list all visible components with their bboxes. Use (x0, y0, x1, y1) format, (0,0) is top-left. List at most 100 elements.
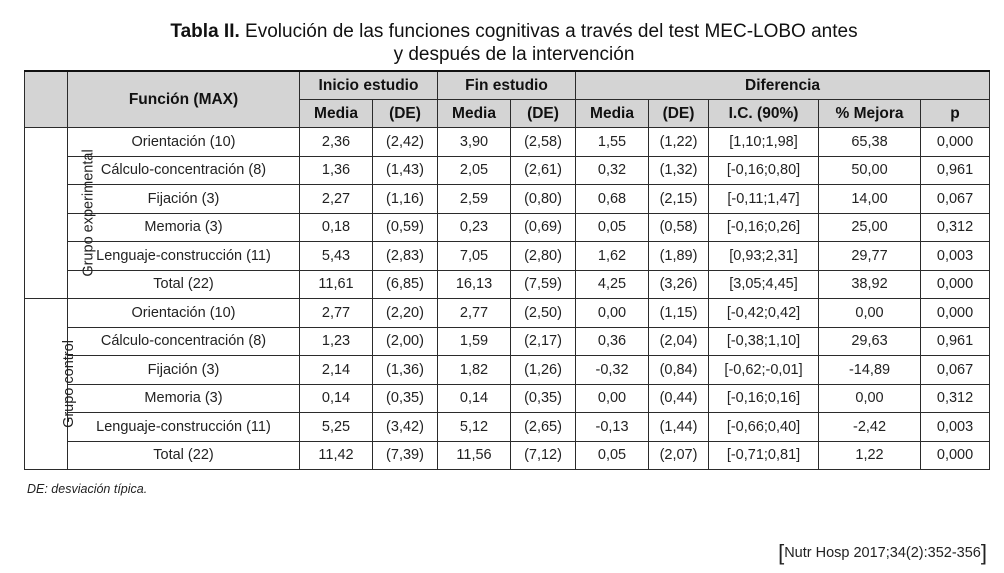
cell-mejora: 1,22 (818, 440, 922, 470)
cell-inicio-media: 11,61 (299, 269, 373, 299)
cell-fin-de: (2,80) (509, 241, 577, 271)
cell-mejora: 25,00 (818, 212, 922, 242)
cell-dif-media: 0,05 (575, 212, 650, 242)
cell-inicio-media: 5,25 (299, 412, 373, 442)
cell-fin-de: (2,50) (509, 298, 577, 328)
cell-dif-de: (1,15) (648, 298, 710, 328)
cell-dif-de: (2,07) (648, 440, 710, 470)
cell-fin-media: 0,14 (437, 383, 511, 413)
cell-dif-media: 4,25 (575, 269, 650, 299)
cell-mejora: 50,00 (818, 155, 922, 185)
cell-function: Orientación (10) (67, 127, 300, 157)
cell-dif-media: -0,13 (575, 412, 650, 442)
cell-dif-de: (2,15) (648, 184, 710, 214)
table-row: Cálculo-concentración (8) 1,36 (1,43) 2,05(… (25, 155, 991, 185)
cell-fin-media: 11,56 (437, 440, 511, 470)
cell-fin-de: (0,80) (509, 184, 577, 214)
subheader-inicio-de: (DE) (372, 99, 438, 128)
cell-ic: [-0,16;0,80] (708, 155, 820, 185)
cell-inicio-de: (2,83) (372, 241, 438, 271)
cell-function: Fijación (3) (67, 184, 300, 214)
cell-p: 0,000 (920, 440, 991, 470)
cell-fin-de: (7,12) (509, 440, 577, 470)
cell-inicio-media: 0,18 (299, 212, 373, 242)
cell-ic: [-0,62;-0,01] (708, 355, 820, 385)
table-row: Fijación (3) 2,14 (1,36) 1,82 (1,26) -0,32 (0,… (25, 355, 991, 385)
footnote: DE: desviación típica. (27, 482, 148, 496)
table-row: Cálculo-concentración (8) 1,23 (2,00) 1,59(… (25, 326, 991, 356)
cell-dif-de: (0,58) (648, 212, 710, 242)
cell-mejora: 65,38 (818, 127, 922, 157)
header-diferencia: Diferencia (575, 70, 991, 100)
cell-ic: [0,93;2,31] (708, 241, 820, 271)
table-body: Grupo experimental Orientación (10) 2,36 (2… (24, 127, 991, 470)
cell-inicio-media: 1,36 (299, 155, 373, 185)
table-row: Grupo control Orientación (10) 2,77 (2,20) 2… (24, 298, 991, 470)
cell-inicio-media: 2,36 (299, 127, 373, 157)
header-function: Función (MAX) (67, 70, 300, 128)
cell-ic: [1,10;1,98] (708, 127, 820, 157)
cell-function: Fijación (3) (67, 355, 300, 385)
group-label-cell: Grupo experimental (24, 127, 97, 299)
cell-mejora: 38,92 (818, 269, 922, 299)
citation-bracket-close: ] (980, 540, 987, 565)
cell-inicio-media: 0,14 (299, 383, 373, 413)
cell-fin-de: (2,65) (509, 412, 577, 442)
group-label: Grupo control (60, 340, 77, 428)
cell-inicio-de: (1,36) (372, 355, 438, 385)
cell-fin-de: (0,35) (509, 383, 577, 413)
cell-dif-media: 1,55 (575, 127, 650, 157)
cell-inicio-de: (0,35) (372, 383, 438, 413)
results-table: Función (MAX) Inicio estudio Fin estudio… (24, 70, 991, 470)
cell-fin-media: 2,05 (437, 155, 511, 185)
cell-ic: [-0,66;0,40] (708, 412, 820, 442)
header-row-1: Función (MAX) Inicio estudio Fin estudio… (24, 70, 991, 128)
cell-function: Total (22) (67, 269, 300, 299)
cell-fin-media: 0,23 (437, 212, 511, 242)
table-row: Lenguaje-construcción (11) 5,25 (3,42) 5,12… (25, 412, 991, 442)
cell-inicio-media: 2,77 (299, 298, 373, 328)
cell-ic: [3,05;4,45] (708, 269, 820, 299)
cell-function: Cálculo-concentración (8) (67, 155, 300, 185)
cell-dif-media: 0,32 (575, 155, 650, 185)
table-row: Memoria (3) 0,14 (0,35) 0,14 (0,35) 0,00 (0,44… (25, 383, 991, 413)
cell-p: 0,961 (920, 155, 991, 185)
cell-mejora: 0,00 (818, 383, 922, 413)
cell-mejora: 29,63 (818, 326, 922, 356)
cell-inicio-media: 5,43 (299, 241, 373, 271)
cell-p: 0,000 (920, 269, 991, 299)
table-container: Función (MAX) Inicio estudio Fin estudio… (24, 70, 991, 470)
table-header: Función (MAX) Inicio estudio Fin estudio… (24, 70, 991, 128)
cell-function: Cálculo-concentración (8) (67, 326, 300, 356)
table-row: Lenguaje-construcción (11) 5,43 (2,83) 7,05… (25, 241, 991, 271)
cell-dif-de: (1,32) (648, 155, 710, 185)
cell-dif-media: 0,05 (575, 440, 650, 470)
cell-fin-media: 16,13 (437, 269, 511, 299)
cell-p: 0,312 (920, 212, 991, 242)
cell-mejora: 0,00 (818, 298, 922, 328)
cell-function: Lenguaje-construcción (11) (67, 241, 300, 271)
cell-function: Memoria (3) (67, 383, 300, 413)
cell-fin-de: (2,61) (509, 155, 577, 185)
group-label-cell: Grupo control (24, 298, 77, 470)
table-caption: Tabla II. Evolución de las funciones cog… (60, 20, 968, 66)
subheader-inicio-media: Media (299, 99, 373, 128)
cell-inicio-media: 1,23 (299, 326, 373, 356)
table-row: Fijación (3) 2,27 (1,16) 2,59 (0,80) 0,68 (2,1… (25, 184, 991, 214)
cell-fin-de: (1,26) (509, 355, 577, 385)
cell-fin-media: 2,77 (437, 298, 511, 328)
cell-function: Total (22) (67, 440, 300, 470)
subheader-fin-media: Media (437, 99, 511, 128)
cell-ic: [-0,16;0,26] (708, 212, 820, 242)
cell-dif-media: 0,68 (575, 184, 650, 214)
cell-inicio-de: (0,59) (372, 212, 438, 242)
cell-fin-media: 5,12 (437, 412, 511, 442)
cell-function: Lenguaje-construcción (11) (67, 412, 300, 442)
cell-inicio-media: 2,14 (299, 355, 373, 385)
subheader-mejora: % Mejora (818, 99, 922, 128)
cell-p: 0,000 (920, 298, 991, 328)
cell-fin-de: (2,17) (509, 326, 577, 356)
table-row: Total (22) 11,61 (6,85) 16,13 (7,59) 4,25 (3,2… (25, 269, 991, 299)
cell-fin-media: 2,59 (437, 184, 511, 214)
table-row: Grupo experimental Orientación (10) 2,36 (2… (24, 127, 991, 299)
